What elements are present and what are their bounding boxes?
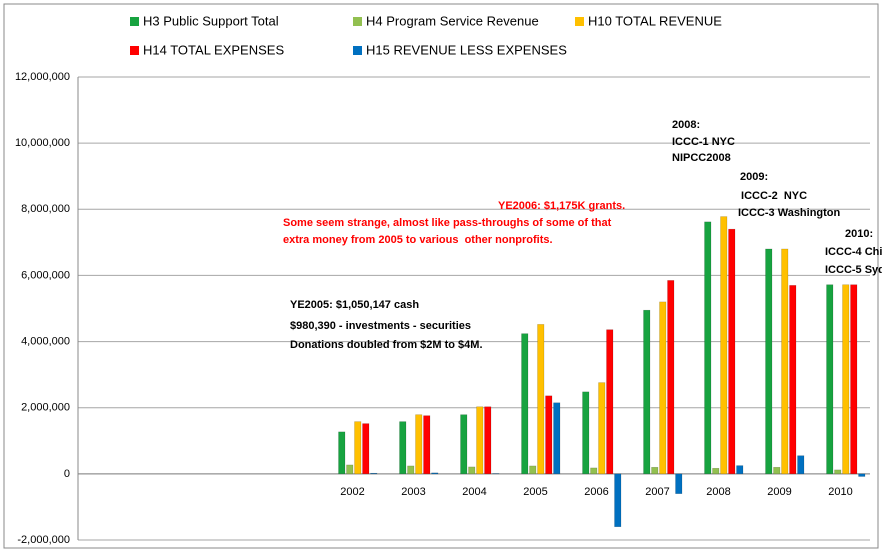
x-tick-label: 2010 [828,486,852,498]
annotation: 2009: [740,171,768,183]
annotation: YE2005: $1,050,147 cash [290,299,419,311]
legend-swatch [353,17,362,26]
x-tick-label: 2005 [523,486,547,498]
bar [529,465,537,475]
bar [736,465,744,475]
annotation: 2010: [845,228,873,240]
bar [537,324,545,475]
bar [850,284,858,475]
y-tick-label: 8,000,000 [21,203,70,215]
x-tick-label: 2006 [584,486,608,498]
bar [415,414,423,475]
x-tick-label: 2007 [645,486,669,498]
bar [765,248,773,475]
legend-label: H4 Program Service Revenue [366,13,539,28]
bar [407,465,415,475]
annotation: ICCC-3 Washington [738,207,841,219]
bar [606,329,614,475]
bar [590,467,598,475]
bar [431,472,439,475]
annotation: ICCC-2 NYC [738,190,807,202]
legend-swatch [130,46,139,55]
y-tick-label: 12,000,000 [15,71,70,83]
x-tick-label: 2003 [401,486,425,498]
bar [704,221,712,475]
bar [842,284,850,475]
bar [545,395,553,475]
y-tick-label: -2,000,000 [17,534,70,546]
bar [468,466,476,475]
bar [354,421,362,475]
bar [399,421,407,475]
y-tick-label: 10,000,000 [15,137,70,149]
bar [826,284,834,475]
annotation: ICCC-5 Sydney [825,264,882,276]
bar [582,391,590,475]
legend-label: H10 TOTAL REVENUE [588,13,722,28]
bar [338,431,346,475]
y-tick-label: 2,000,000 [21,402,70,414]
bar [346,464,354,475]
bar [659,301,667,475]
annotation: ICCC-1 NYC [672,136,735,148]
bar [781,248,789,475]
annotation: YE2006: $1,175K grants. [498,200,625,212]
legend-label: H14 TOTAL EXPENSES [143,42,284,57]
bar [834,469,842,475]
y-tick-label: 4,000,000 [21,335,70,347]
annotation: $980,390 - investments - securities [290,320,471,332]
bar [728,228,736,475]
y-tick-label: 0 [64,468,70,480]
bar [521,333,529,475]
annotation: extra money from 2005 to various other n… [283,234,553,246]
legend-label: H3 Public Support Total [143,13,279,28]
x-tick-label: 2008 [706,486,730,498]
bar [712,467,720,475]
x-tick-label: 2009 [767,486,791,498]
bar [643,309,651,475]
legend-swatch [353,46,362,55]
chart-frame [3,3,879,549]
y-tick-label: 6,000,000 [21,269,70,281]
bar [773,466,781,475]
annotation: Some seem strange, almost like pass-thro… [283,217,612,229]
bar [858,473,866,477]
bar [598,382,606,475]
annotation: 2008: [672,119,700,131]
annotation: ICCC-4 Chicago [825,246,882,258]
bar [789,285,797,475]
bar [667,280,675,475]
bar [484,406,492,475]
bar [675,473,683,494]
bar [423,415,431,475]
bar [797,455,805,475]
bar [460,414,468,475]
bar [614,473,622,528]
legend-swatch [575,17,584,26]
bar [362,423,370,475]
annotation: Donations doubled from $2M to $4M. [290,339,483,351]
bar [553,402,561,475]
legend-swatch [130,17,139,26]
x-tick-label: 2002 [340,486,364,498]
legend-label: H15 REVENUE LESS EXPENSES [366,42,567,57]
bar [720,216,728,475]
annotation: NIPCC2008 [672,152,731,164]
bar [476,406,484,475]
x-tick-label: 2004 [462,486,486,498]
bar [651,466,659,475]
bar [370,472,378,475]
